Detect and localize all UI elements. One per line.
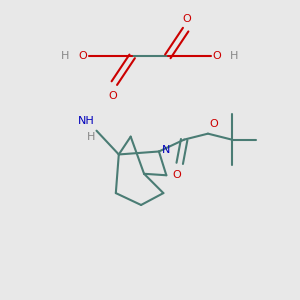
Text: H: H bbox=[61, 51, 70, 62]
Text: O: O bbox=[79, 51, 88, 62]
Text: N: N bbox=[162, 145, 170, 155]
Text: H: H bbox=[230, 51, 238, 62]
Text: O: O bbox=[212, 51, 221, 62]
Text: O: O bbox=[209, 119, 218, 129]
Text: O: O bbox=[172, 170, 181, 180]
Text: O: O bbox=[109, 91, 117, 100]
Text: O: O bbox=[183, 14, 191, 24]
Text: NH: NH bbox=[78, 116, 95, 126]
Text: H: H bbox=[87, 132, 96, 142]
